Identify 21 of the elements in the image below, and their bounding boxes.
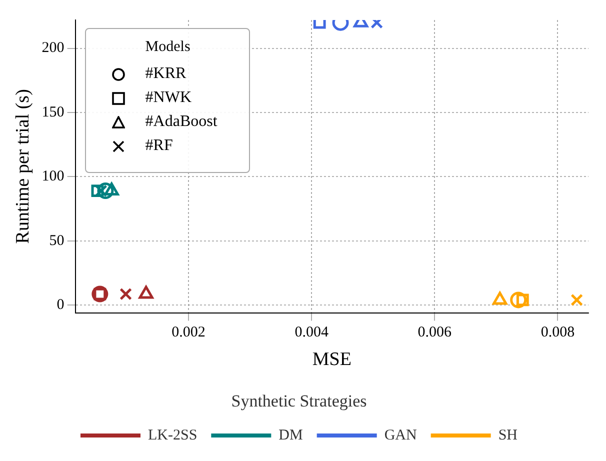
x-tick-label: 0.008 — [540, 324, 575, 341]
y-tick-label: 100 — [42, 168, 64, 185]
y-tick-label: 200 — [42, 40, 64, 56]
legend-label: SH — [498, 427, 518, 444]
legend-label: LK-2SS — [148, 427, 198, 444]
legend-label: DM — [278, 427, 303, 444]
legend-title: Synthetic Strategies — [231, 392, 367, 411]
annotation: #AdaBoost — [145, 113, 218, 131]
x-axis-title: MSE — [312, 349, 352, 370]
x-tick-label: 0.006 — [418, 324, 452, 341]
y-tick-label: 50 — [49, 232, 64, 249]
legend-label: GAN — [384, 427, 417, 444]
annotation: #NWK — [145, 89, 192, 107]
x-tick-label: 0.004 — [294, 324, 329, 341]
y-tick-label: 0 — [56, 297, 64, 314]
annotation: #RF — [145, 137, 173, 155]
annotation: #KRR — [145, 65, 186, 83]
y-axis-title: Runtime per trial (s) — [12, 89, 34, 244]
y-tick-label: 150 — [42, 104, 64, 120]
annotation: Models — [144, 39, 192, 56]
x-tick-label: 0.002 — [172, 324, 206, 341]
